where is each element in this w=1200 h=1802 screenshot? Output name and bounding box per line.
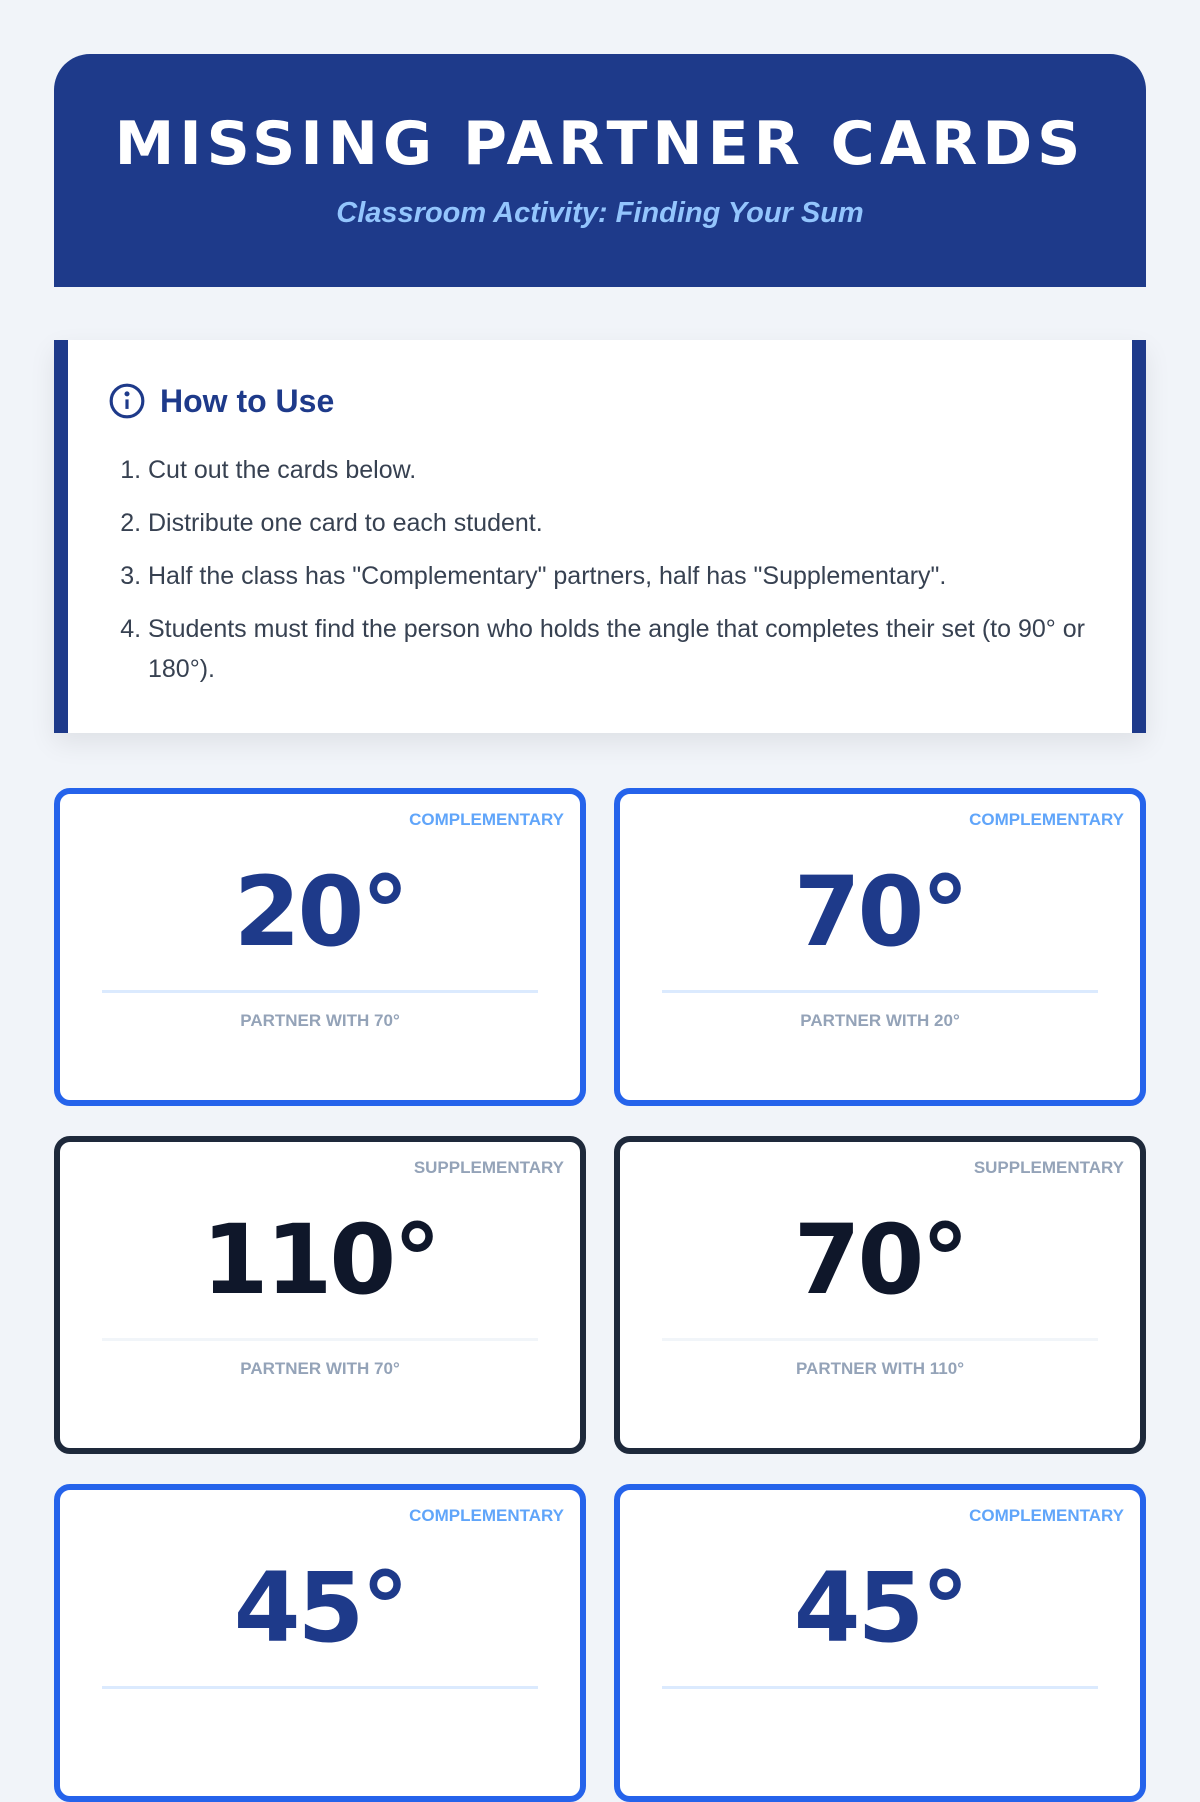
- page-header: MISSING PARTNER CARDS Classroom Activity…: [54, 54, 1146, 287]
- card-angle: 110°: [201, 1204, 441, 1316]
- card-angle: 70°: [793, 856, 970, 968]
- partner-card: SUPPLEMENTARY 70° PARTNER WITH 110°: [614, 1136, 1146, 1454]
- card-type: COMPLEMENTARY: [969, 1506, 1124, 1525]
- info-circle-icon: [109, 383, 145, 419]
- card-divider: [102, 1338, 538, 1341]
- card-angle: 70°: [793, 1204, 970, 1316]
- page-subtitle: Classroom Activity: Finding Your Sum: [336, 197, 864, 229]
- card-divider: [102, 1686, 538, 1689]
- card-angle: 20°: [233, 856, 410, 968]
- partner-card: SUPPLEMENTARY 110° PARTNER WITH 70°: [54, 1136, 586, 1454]
- partner-card: COMPLEMENTARY 70° PARTNER WITH 20°: [614, 788, 1146, 1106]
- instructions-list: Cut out the cards below. Distribute one …: [108, 450, 1092, 689]
- card-partner: PARTNER WITH 20°: [800, 1011, 960, 1030]
- card-partner: PARTNER WITH 110°: [795, 1359, 964, 1378]
- partner-card: COMPLEMENTARY 45°: [54, 1484, 586, 1802]
- card-partner: PARTNER WITH 70°: [240, 1359, 400, 1378]
- card-type: COMPLEMENTARY: [409, 1506, 564, 1525]
- card-type: COMPLEMENTARY: [409, 810, 564, 829]
- instructions-title: How to Use: [160, 382, 335, 419]
- instruction-step: Cut out the cards below.: [148, 450, 1092, 490]
- card-divider: [662, 1338, 1098, 1341]
- card-divider: [102, 990, 538, 993]
- instruction-step: Distribute one card to each student.: [148, 503, 1092, 543]
- instruction-step: Students must find the person who holds …: [148, 609, 1092, 689]
- card-partner: PARTNER WITH 70°: [240, 1011, 400, 1030]
- card-grid: COMPLEMENTARY 20° PARTNER WITH 70° COMPLE…: [54, 788, 1146, 1802]
- instruction-step: Half the class has "Complementary" partn…: [148, 556, 1092, 596]
- page-title: MISSING PARTNER CARDS: [114, 109, 1086, 179]
- card-divider: [662, 990, 1098, 993]
- card-divider: [662, 1686, 1098, 1689]
- card-angle: 45°: [233, 1552, 410, 1664]
- card-type: COMPLEMENTARY: [969, 810, 1124, 829]
- instructions-panel: How to Use Cut out the cards below. Dist…: [54, 340, 1146, 733]
- partner-card: COMPLEMENTARY 45°: [614, 1484, 1146, 1802]
- card-type: SUPPLEMENTARY: [973, 1158, 1124, 1177]
- partner-card: COMPLEMENTARY 20° PARTNER WITH 70°: [54, 788, 586, 1106]
- card-angle: 45°: [793, 1552, 970, 1664]
- card-type: SUPPLEMENTARY: [413, 1158, 564, 1177]
